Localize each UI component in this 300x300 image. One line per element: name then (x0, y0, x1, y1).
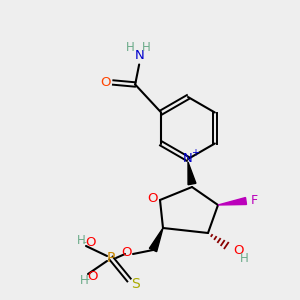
Text: O: O (85, 236, 95, 250)
Text: -: - (82, 237, 86, 247)
Text: F: F (250, 194, 258, 208)
Text: O: O (87, 271, 97, 284)
Text: +: + (191, 148, 199, 158)
Text: H: H (240, 251, 248, 265)
Text: O: O (233, 244, 243, 256)
Text: H: H (76, 235, 85, 248)
Text: -: - (85, 274, 89, 284)
Text: H: H (80, 274, 88, 287)
Polygon shape (218, 197, 247, 205)
Polygon shape (188, 162, 196, 185)
Text: N: N (183, 152, 193, 166)
Text: O: O (122, 247, 132, 260)
Text: O: O (148, 191, 158, 205)
Text: O: O (100, 76, 110, 89)
Text: S: S (130, 277, 140, 291)
Polygon shape (149, 228, 163, 252)
Text: H: H (126, 41, 134, 54)
Text: P: P (107, 251, 115, 265)
Text: H: H (142, 41, 151, 54)
Text: N: N (134, 49, 144, 62)
